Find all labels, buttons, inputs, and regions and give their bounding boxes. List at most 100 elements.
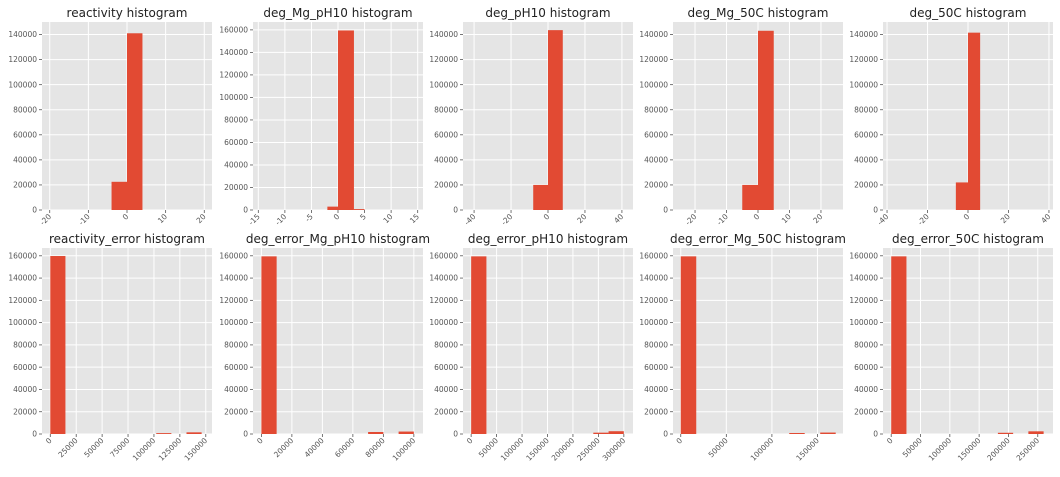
- x-tick-label: 150000: [794, 436, 821, 463]
- y-tick-label: 100000: [849, 80, 878, 89]
- y-tick-label: 60000: [224, 138, 248, 147]
- x-tick-label: -5: [303, 212, 315, 224]
- y-tick-label: 80000: [224, 116, 248, 125]
- histogram-bar: [327, 206, 338, 210]
- histogram-bar: [353, 209, 365, 210]
- x-tick-label: 0: [465, 436, 475, 446]
- y-tick-label: 100000: [639, 318, 668, 327]
- x-tick-label: 0: [542, 212, 552, 222]
- histogram-bar: [820, 432, 836, 434]
- chart-title: reactivity_error histogram: [49, 232, 205, 246]
- y-tick-label: 120000: [429, 55, 458, 64]
- y-tick-label: 100000: [219, 318, 248, 327]
- x-tick-label: 0: [885, 436, 895, 446]
- y-tick-label: 100000: [429, 318, 458, 327]
- x-tick-label: 10: [156, 212, 169, 225]
- x-tick-label: 300000: [601, 436, 628, 463]
- y-tick-label: 80000: [644, 105, 668, 114]
- y-tick-label: 40000: [13, 155, 37, 164]
- chart-title: reactivity histogram: [67, 6, 188, 20]
- y-tick-label: 40000: [224, 385, 248, 394]
- x-tick-label: -10: [77, 212, 92, 227]
- y-tick-label: 0: [32, 430, 37, 439]
- histogram-bar: [127, 33, 143, 210]
- histogram-bar: [338, 30, 354, 210]
- x-tick-label: 100000: [131, 436, 158, 463]
- y-tick-label: 160000: [219, 251, 248, 260]
- x-tick-label: 20: [195, 212, 208, 225]
- y-tick-label: 140000: [8, 30, 37, 39]
- x-tick-label: 0: [332, 212, 342, 222]
- y-tick-label: 0: [32, 206, 37, 215]
- y-tick-label: 0: [243, 430, 248, 439]
- y-tick-label: 0: [243, 206, 248, 215]
- x-tick-label: 50000: [901, 436, 924, 459]
- y-tick-label: 160000: [219, 25, 248, 34]
- y-tick-label: 20000: [854, 181, 878, 190]
- histogram-bar: [593, 432, 609, 434]
- y-tick-label: 120000: [219, 71, 248, 80]
- histogram-bar: [548, 30, 563, 210]
- y-tick-label: 80000: [854, 105, 878, 114]
- y-tick-label: 60000: [854, 130, 878, 139]
- histogram-bar: [50, 256, 66, 434]
- histogram-bar: [968, 32, 981, 210]
- x-tick-label: 40: [1039, 212, 1052, 225]
- x-tick-label: 200000: [985, 436, 1012, 463]
- x-tick-label: -10: [715, 212, 730, 227]
- histogram-bar: [891, 256, 907, 434]
- y-tick-label: 120000: [639, 55, 668, 64]
- y-tick-label: 140000: [429, 30, 458, 39]
- y-tick-label: 40000: [434, 385, 458, 394]
- y-tick-label: 80000: [644, 340, 668, 349]
- y-tick-label: 140000: [639, 274, 668, 283]
- chart-title: deg_Mg_50C histogram: [688, 6, 829, 20]
- y-tick-label: 120000: [219, 296, 248, 305]
- x-tick-label: 0: [121, 212, 131, 222]
- y-tick-label: 140000: [8, 274, 37, 283]
- x-tick-label: 0: [962, 212, 972, 222]
- y-tick-label: 0: [453, 206, 458, 215]
- chart-title: deg_50C histogram: [910, 6, 1027, 20]
- y-tick-label: 60000: [644, 130, 668, 139]
- y-tick-label: 140000: [849, 274, 878, 283]
- y-tick-label: 80000: [434, 340, 458, 349]
- histogram-bar: [111, 181, 127, 210]
- y-tick-label: 140000: [639, 30, 668, 39]
- x-tick-label: 20: [999, 212, 1012, 225]
- histogram-bar: [368, 431, 384, 434]
- y-tick-label: 60000: [434, 363, 458, 372]
- y-tick-label: 20000: [13, 181, 37, 190]
- chart-3: 0 20000 40000 60000 80000 100000 120000 140000 -…: [429, 6, 633, 227]
- x-tick-label: 50000: [477, 436, 500, 459]
- y-tick-label: 140000: [849, 30, 878, 39]
- x-tick-label: 40: [612, 212, 625, 225]
- x-tick-label: -10: [273, 212, 288, 227]
- x-tick-label: 0: [752, 212, 762, 222]
- y-tick-label: 60000: [854, 363, 878, 372]
- y-tick-label: 100000: [8, 318, 37, 327]
- x-tick-label: 50000: [707, 436, 730, 459]
- histogram-bar: [261, 256, 277, 434]
- histogram-bar: [398, 431, 414, 434]
- x-tick-label: -40: [462, 212, 477, 227]
- y-tick-label: 100000: [219, 93, 248, 102]
- chart-1: 0 20000 40000 60000 80000 100000 120000 140000 -…: [8, 6, 212, 227]
- plot-area: [673, 248, 843, 434]
- x-tick-label: -20: [499, 212, 514, 227]
- x-tick-label: 250000: [575, 436, 602, 463]
- x-tick-label: 5: [358, 212, 368, 222]
- x-tick-label: 100000: [499, 436, 526, 463]
- x-tick-label: -15: [247, 212, 262, 227]
- y-tick-label: 20000: [434, 181, 458, 190]
- chart-4: 0 20000 40000 60000 80000 100000 120000 140000 -…: [639, 6, 843, 227]
- y-tick-label: 120000: [849, 296, 878, 305]
- histogram-bar: [955, 182, 968, 210]
- histogram-bar: [789, 432, 805, 434]
- x-tick-label: 25000: [56, 436, 79, 459]
- x-tick-label: 60000: [333, 436, 356, 459]
- x-tick-label: -20: [916, 212, 931, 227]
- y-tick-label: 160000: [8, 251, 37, 260]
- chart-2: 0 20000 40000 60000 80000 100000 120000 140000 1…: [219, 6, 423, 227]
- y-tick-label: 0: [873, 430, 878, 439]
